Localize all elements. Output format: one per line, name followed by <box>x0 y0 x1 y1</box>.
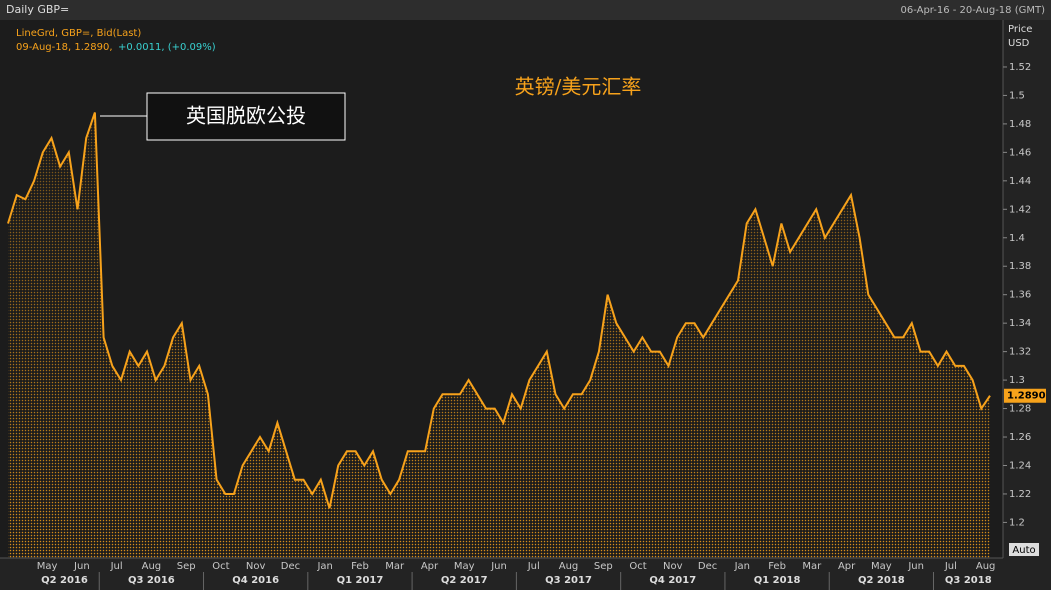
y-tick-label: 1.26 <box>1009 432 1031 443</box>
auto-label[interactable]: Auto <box>1012 545 1035 556</box>
y-tick-label: 1.44 <box>1009 176 1031 187</box>
quarter-label: Q1 2017 <box>337 575 384 586</box>
quarter-label: Q1 2018 <box>754 575 801 586</box>
y-tick-label: 1.48 <box>1009 119 1031 130</box>
y-tick-label: 1.4 <box>1009 233 1025 244</box>
axis-unit: USD <box>1008 38 1030 49</box>
quarter-label: Q3 2016 <box>128 575 175 586</box>
quarter-label: Q2 2018 <box>858 575 905 586</box>
x-tick-label: Jan <box>316 561 332 572</box>
y-tick-label: 1.46 <box>1009 147 1031 158</box>
y-tick-label: 1.2 <box>1009 517 1025 528</box>
line <box>7 112 991 509</box>
annotation: 英国脱欧公投 <box>186 104 306 128</box>
x-tick-label: Sep <box>177 561 196 572</box>
x-tick-label: Jun <box>907 561 924 572</box>
x-tick-label: Oct <box>212 561 229 572</box>
quarter-label: Q3 2017 <box>545 575 592 586</box>
y-tick-label: 1.36 <box>1009 290 1031 301</box>
legend-line: LineGrd, GBP=, Bid(Last) <box>16 28 141 39</box>
y-tick-label: 1.42 <box>1009 204 1031 215</box>
header-range: 06-Apr-16 - 20-Aug-18 (GMT) <box>900 5 1045 16</box>
x-tick-label: Dec <box>698 561 717 572</box>
y-tick-label: 1.52 <box>1009 62 1031 73</box>
last-price-tag <box>1004 388 1046 403</box>
x-tick-label: Sep <box>594 561 613 572</box>
area <box>8 112 990 558</box>
last-price-label: 1.2890 <box>1007 391 1046 402</box>
x-tick-label: Jan <box>734 561 750 572</box>
x-tick-label: Jul <box>527 561 540 572</box>
quarter-label: Q2 2016 <box>41 575 88 586</box>
x-tick-label: Oct <box>629 561 646 572</box>
x-tick-label: Apr <box>838 561 856 572</box>
quarter-label: Q2 2017 <box>441 575 488 586</box>
header-bar <box>0 0 1051 20</box>
x-tick-label: Aug <box>976 561 996 572</box>
axis-unit: Price <box>1008 24 1032 35</box>
x-tick-label: Feb <box>768 561 786 572</box>
y-tick-label: 1.24 <box>1009 460 1031 471</box>
y-tick-label: 1.5 <box>1009 90 1025 101</box>
x-tick-label: Jun <box>490 561 507 572</box>
x-tick-label: Nov <box>663 561 683 572</box>
x-tick-label: May <box>454 561 475 572</box>
x-tick-label: May <box>37 561 58 572</box>
y-tick-label: 1.38 <box>1009 261 1031 272</box>
x-tick-label: Jul <box>110 561 123 572</box>
chart-title: 英镑/美元汇率 <box>515 75 642 99</box>
y-tick-label: 1.3 <box>1009 375 1025 386</box>
y-tick-label: 1.28 <box>1009 404 1031 415</box>
quarter-label: Q3 2018 <box>945 575 992 586</box>
legend-change: +0.0011, (+0.09%) <box>118 42 216 53</box>
header-title: Daily GBP= <box>6 3 69 16</box>
x-tick-label: Mar <box>802 561 822 572</box>
y-tick-label: 1.34 <box>1009 318 1031 329</box>
auto-button[interactable] <box>1009 543 1039 556</box>
x-tick-label: Mar <box>385 561 405 572</box>
y-tick-label: 1.32 <box>1009 347 1031 358</box>
x-tick-label: Apr <box>421 561 439 572</box>
quarter-label: Q4 2017 <box>649 575 696 586</box>
x-tick-label: Jun <box>73 561 90 572</box>
x-tick-label: Nov <box>246 561 266 572</box>
y-tick-label: 1.22 <box>1009 489 1031 500</box>
x-tick-label: Jul <box>944 561 957 572</box>
x-tick-label: May <box>871 561 892 572</box>
x-tick-label: Dec <box>281 561 300 572</box>
x-tick-label: Aug <box>142 561 162 572</box>
x-tick-label: Aug <box>559 561 579 572</box>
quarter-label: Q4 2016 <box>232 575 279 586</box>
x-tick-label: Feb <box>351 561 369 572</box>
legend-date: 09-Aug-18, 1.2890, <box>16 42 113 53</box>
